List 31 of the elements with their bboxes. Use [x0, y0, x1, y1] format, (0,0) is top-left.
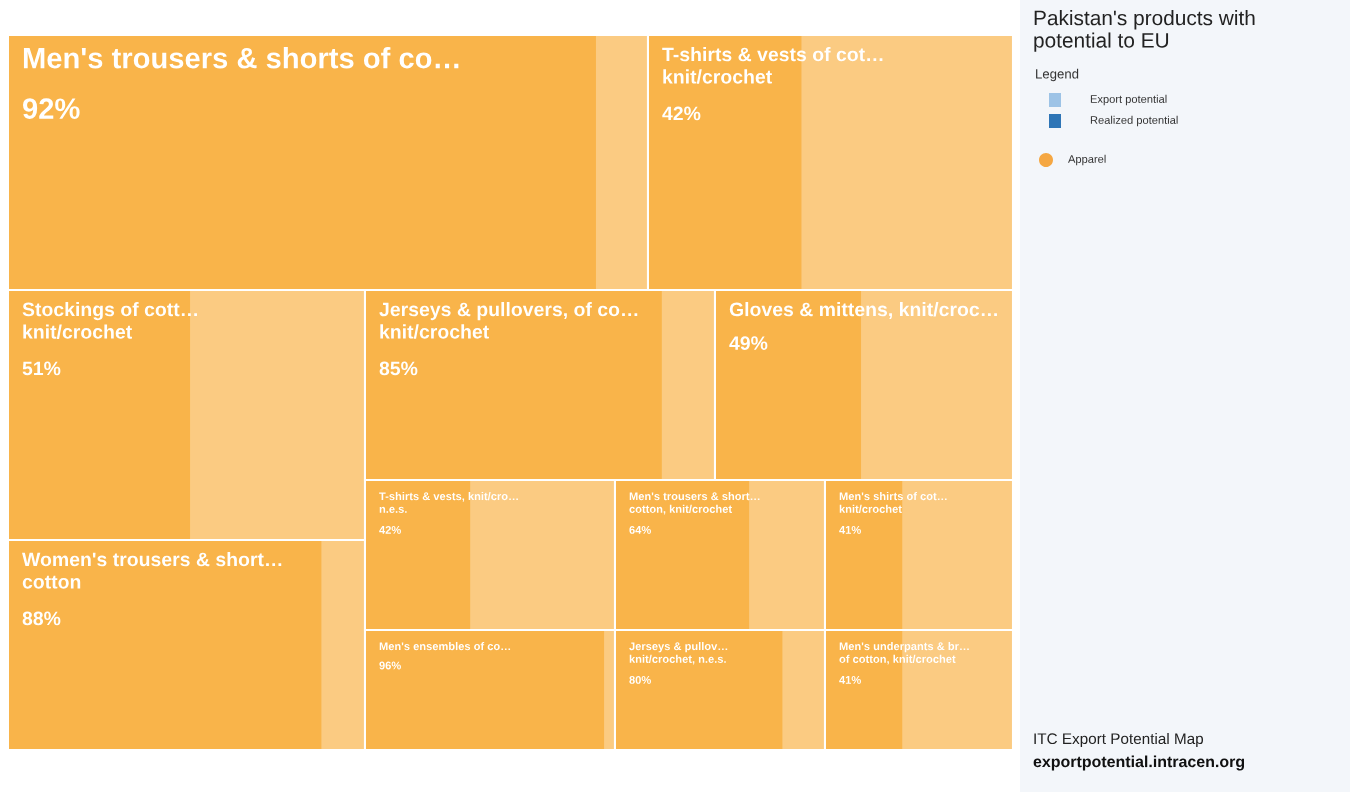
text: Pakistan's products with potential to EU	[1034, 10, 1255, 52]
data-label: 42%	[379, 526, 401, 534]
category-label: Gloves & mittens, knit/croc…	[729, 302, 997, 320]
data-label: 41%	[839, 676, 861, 684]
data-label: 64%	[629, 526, 651, 534]
category-label: Men's trousers & short… cotton, knit/crochet	[629, 492, 760, 515]
category-label: Women's trousers & short… cotton	[22, 552, 282, 589]
data-label: 49%	[729, 336, 768, 350]
text: Realized potential	[1090, 115, 1178, 127]
data-label: 51%	[22, 361, 61, 376]
legend-title: Legend	[1036, 68, 1079, 82]
data-label: 85%	[379, 361, 418, 376]
text: Export potential	[1090, 94, 1167, 106]
category-label: Men's shirts of cot… knit/crochet	[839, 492, 947, 514]
category-label: Jerseys & pullov… knit/crochet, n.e.s.	[629, 642, 728, 665]
text: ITC Export Potential Map	[1034, 732, 1204, 748]
data-label: 96%	[379, 661, 401, 670]
category-label: T-shirts & vests of cot… knit/crochet	[662, 47, 883, 84]
category-label: Men's underpants & br… of cotton, knit/crochet	[839, 642, 969, 665]
category-label: Men's trousers & shorts of co…	[23, 47, 459, 69]
data-label: 92%	[23, 98, 80, 119]
category-label: Stockings of cott… knit/crochet	[22, 302, 197, 339]
data-label: 88%	[22, 611, 61, 626]
data-label: 42%	[662, 106, 701, 121]
category-label: Men's ensembles of co…	[379, 642, 511, 651]
data-label: 41%	[839, 526, 861, 534]
category-label: Jerseys & pullovers, of co… knit/crochet	[379, 302, 638, 339]
category-label: T-shirts & vests, knit/cro… n.e.s.	[379, 492, 518, 513]
text: exportpotential.intracen.org	[1033, 755, 1245, 771]
text: Apparel	[1068, 154, 1106, 166]
data-label: 80%	[629, 676, 651, 684]
